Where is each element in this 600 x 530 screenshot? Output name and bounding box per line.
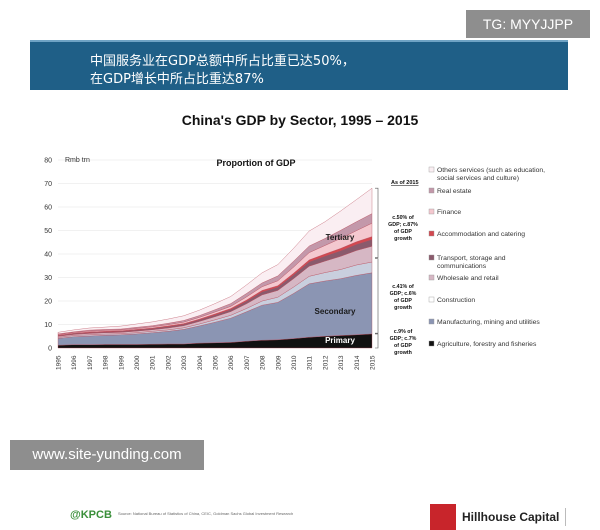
legend-swatch-6: [428, 296, 435, 303]
gdp-sector-chart: China's GDP by Sector, 1995 – 2015 0 10 20…: [44, 112, 545, 370]
legend-label-3-0: Accommodation and catering: [437, 231, 525, 238]
legend-swatch-2: [428, 208, 435, 215]
x-tick-2012: 2012: [322, 355, 329, 370]
legend-swatch-3: [428, 230, 435, 237]
kpcb-logo-text: @KPCB: [70, 509, 112, 521]
bracket-tertiary: [375, 187, 379, 258]
annotation-secondary-line-2: of GDP: [394, 298, 412, 304]
annotation-tertiary-line-1: GDP; c.87%: [388, 222, 418, 228]
y-tick-50: 50: [44, 228, 52, 235]
x-tick-2000: 2000: [134, 355, 141, 370]
hillhouse-logo-icon: [430, 504, 456, 530]
y-tick-30: 30: [44, 275, 52, 282]
headline-line-2: 在GDP增长中所占比重达87%: [90, 72, 264, 87]
legend-label-8-0: Agriculture, forestry and fisheries: [437, 341, 537, 348]
hillhouse-brand: Hillhouse Capital: [462, 510, 560, 524]
annotation-secondary-line-1: GDP; c.6%: [390, 291, 417, 297]
legend-swatch-0: [428, 166, 435, 173]
x-tick-2008: 2008: [260, 355, 267, 370]
band-label-primary: Primary: [325, 336, 355, 345]
bracket-primary: [375, 333, 379, 349]
headline-line-1: 中国服务业在GDP总额中所占比重已达50%，: [90, 54, 355, 69]
source-note: Source: National Bureau of Statistics of…: [118, 511, 294, 516]
legend-swatch-1: [428, 187, 435, 194]
y-tick-60: 60: [44, 205, 52, 212]
legend-label-7-0: Manufacturing, mining and utilities: [437, 319, 540, 326]
legend-label-0-1: social services and culture): [437, 175, 519, 182]
annotation-primary-line-0: c.9% of: [394, 329, 413, 335]
x-tick-1998: 1998: [103, 355, 110, 370]
stacked-areas: [57, 187, 373, 349]
band-label-tertiary: Tertiary: [326, 233, 355, 242]
annotation-tertiary-line-0: c.50% of: [392, 215, 414, 221]
x-tick-2013: 2013: [338, 355, 345, 370]
x-tick-2005: 2005: [213, 355, 220, 370]
y-tick-80: 80: [44, 158, 52, 165]
x-tick-2002: 2002: [165, 355, 172, 370]
band-label-secondary: Secondary: [315, 307, 356, 316]
y-axis-ticks: 0 10 20 30 40 50 60 70 80: [44, 158, 52, 353]
legend-label-6-0: Construction: [437, 297, 475, 304]
legend-label-1-0: Real estate: [437, 188, 472, 195]
watermark-top: TG: MYYJJPP: [466, 10, 590, 38]
y-tick-0: 0: [48, 346, 52, 353]
legend-swatch-4: [428, 254, 435, 261]
legend-swatch-8: [428, 340, 435, 347]
chart-legend: Others services (such as education,socia…: [428, 166, 545, 348]
chart-subtitle: Proportion of GDP: [217, 158, 296, 168]
annotation-as-of: As of 2015: [391, 180, 419, 186]
x-tick-2009: 2009: [275, 355, 282, 370]
x-tick-1995: 1995: [56, 355, 63, 370]
y-tick-10: 10: [44, 322, 52, 329]
annotation-tertiary-line-2: of GDP: [394, 229, 412, 235]
sector-band-labels: Tertiary Secondary Primary: [315, 233, 356, 345]
x-tick-1996: 1996: [71, 355, 78, 370]
bracket-secondary: [375, 258, 379, 334]
x-axis-ticks: 1995 1996 1997 1998 1999 2000 2001 2002 2003 2004…: [56, 355, 377, 370]
x-tick-2007: 2007: [244, 355, 251, 370]
x-tick-2006: 2006: [228, 355, 235, 370]
x-tick-2014: 2014: [354, 355, 361, 370]
area-others: [57, 187, 373, 335]
y-tick-70: 70: [44, 181, 52, 188]
legend-label-5-0: Wholesale and retail: [437, 275, 499, 282]
annotation-secondary-line-0: c.41% of: [392, 284, 414, 290]
x-tick-2010: 2010: [291, 355, 298, 370]
y-tick-40: 40: [44, 252, 52, 259]
x-tick-1999: 1999: [118, 355, 125, 370]
y-grid: [58, 159, 372, 349]
y-axis-label: Rmb trn: [65, 157, 90, 164]
legend-label-4-1: communications: [437, 263, 487, 270]
y-tick-20: 20: [44, 299, 52, 306]
legend-label-0-0: Others services (such as education,: [437, 167, 545, 174]
watermark-bottom: www.site-yunding.com: [10, 440, 204, 470]
x-tick-2011: 2011: [307, 356, 314, 370]
headline-banner: 中国服务业在GDP总额中所占比重已达50%， 在GDP增长中所占比重达87%: [30, 40, 568, 90]
legend-swatch-5: [428, 274, 435, 281]
chart-slide: China's GDP by Sector, 1995 – 2015 0 10 20…: [30, 92, 568, 530]
legend-label-4-0: Transport, storage and: [437, 255, 506, 262]
x-tick-2004: 2004: [197, 355, 204, 370]
footer-divider: [565, 508, 566, 526]
annotation-primary-line-2: of GDP: [394, 343, 412, 349]
annotation-secondary-line-3: growth: [394, 305, 412, 311]
legend-label-2-0: Finance: [437, 209, 461, 216]
annotation-primary-line-3: growth: [394, 350, 412, 356]
x-tick-2001: 2001: [150, 355, 157, 370]
annotation-primary-line-1: GDP; c.7%: [390, 336, 417, 342]
legend-swatch-7: [428, 318, 435, 325]
chart-title: China's GDP by Sector, 1995 – 2015: [182, 112, 419, 128]
x-tick-2015: 2015: [370, 355, 377, 370]
x-tick-2003: 2003: [181, 355, 188, 370]
x-tick-1997: 1997: [87, 355, 94, 370]
annotation-tertiary-line-3: growth: [394, 236, 412, 242]
